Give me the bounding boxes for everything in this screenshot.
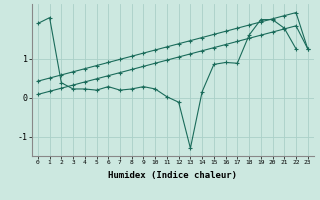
X-axis label: Humidex (Indice chaleur): Humidex (Indice chaleur) xyxy=(108,171,237,180)
